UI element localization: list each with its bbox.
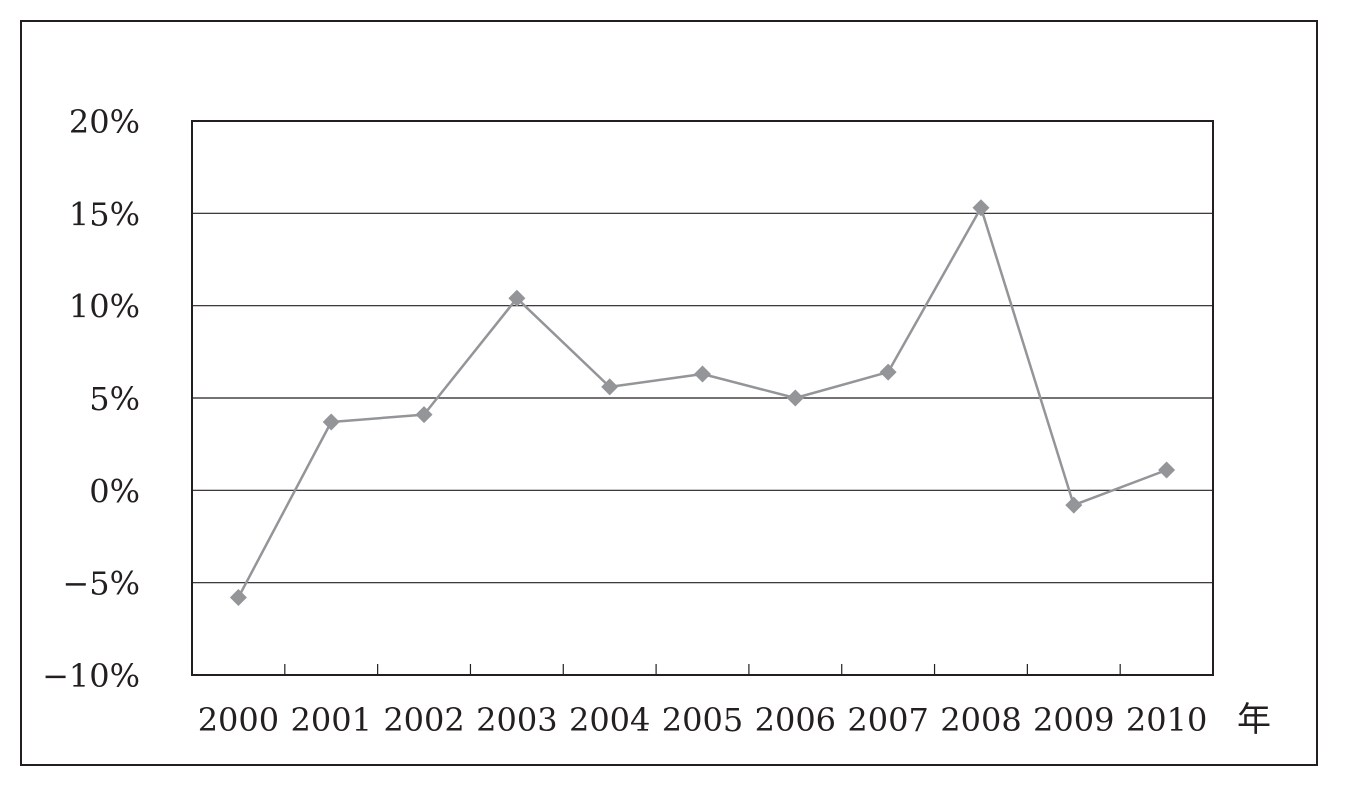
- data-point-marker: [1065, 496, 1083, 514]
- data-point-marker: [786, 389, 804, 407]
- x-tick-label: 2002: [383, 701, 464, 739]
- data-point-marker: [694, 365, 711, 383]
- data-point-marker: [322, 413, 340, 431]
- y-tick-label: 15%: [69, 195, 140, 233]
- y-tick-label: 5%: [89, 380, 140, 418]
- y-axis-tick-labels: −10% −5% 0% 5% 10% 15% 20%: [42, 103, 140, 695]
- x-tick-label: 2005: [662, 701, 743, 739]
- series-line: [237, 206, 1168, 598]
- data-point-marker: [879, 363, 897, 381]
- y-tick-label: 20%: [69, 103, 140, 141]
- data-point-marker: [415, 406, 433, 424]
- y-tick-label: 10%: [69, 288, 140, 326]
- x-tick-label: 2009: [1033, 701, 1114, 739]
- grid-lines: [192, 212, 1213, 584]
- x-axis-ticks: [284, 664, 1121, 675]
- x-tick-label: 2007: [847, 701, 928, 739]
- data-point-marker: [1158, 461, 1176, 479]
- data-point-marker: [601, 378, 619, 396]
- x-axis-tick-labels: 2000 2001 2002 2003 2004 2005 2006 2007 2008 2009…: [198, 701, 1208, 739]
- y-tick-label: −5%: [62, 565, 140, 603]
- data-point-marker: [229, 588, 247, 606]
- x-axis-title: 年: [1237, 700, 1271, 740]
- data-point-marker: [508, 289, 526, 307]
- x-tick-label: 2004: [569, 701, 650, 739]
- x-tick-label: 2003: [476, 701, 557, 739]
- x-tick-label: 2001: [291, 701, 372, 739]
- data-point-marker: [972, 199, 990, 217]
- plot-area: [191, 120, 1214, 676]
- x-tick-label: 2008: [940, 701, 1021, 739]
- x-tick-label: 2010: [1126, 701, 1207, 739]
- series-layer: [229, 199, 1176, 606]
- x-tick-label: 2000: [198, 701, 279, 739]
- chart-frame: [20, 20, 1318, 766]
- y-tick-label: −10%: [42, 657, 140, 695]
- x-tick-label: 2006: [755, 701, 836, 739]
- y-tick-label: 0%: [89, 472, 140, 510]
